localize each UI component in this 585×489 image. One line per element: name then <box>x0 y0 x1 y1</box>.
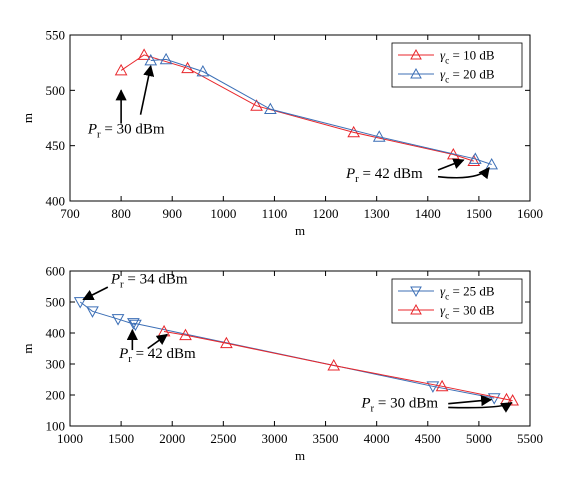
data-point <box>144 53 158 66</box>
data-point <box>127 318 140 330</box>
x-tick-label: 1500 <box>108 431 134 446</box>
y-axis-label: m <box>20 343 35 353</box>
data-point <box>264 102 277 115</box>
annotation-label: Pr = 30 dBm <box>360 395 438 414</box>
x-tick-label: 800 <box>111 206 131 221</box>
annotation-arrow <box>448 395 493 407</box>
legend-entry: γc = 20 dB <box>440 67 495 86</box>
data-point <box>372 130 386 142</box>
x-tick-label: 700 <box>60 206 80 221</box>
x-tick-label: 1000 <box>210 206 236 221</box>
x-axis-label: m <box>295 448 305 463</box>
data-point <box>435 379 449 392</box>
legend-swatch-marker <box>410 48 422 60</box>
annotation-label: Pr = 30 dBm <box>87 121 165 140</box>
data-point <box>129 319 142 332</box>
legend-swatch-marker <box>410 67 422 79</box>
data-point <box>347 125 361 138</box>
annotation-3: Pr = 30 dBm <box>360 395 513 414</box>
annotation-label: Pr = 42 dBm <box>118 346 196 365</box>
data-point <box>137 48 151 60</box>
x-tick-label: 1200 <box>313 206 339 221</box>
data-point <box>220 336 233 349</box>
x-tick-label: 1300 <box>364 206 390 221</box>
x-tick-label: 5000 <box>466 431 492 446</box>
data-point <box>426 381 440 393</box>
data-point <box>327 359 341 371</box>
legend-box <box>391 42 523 88</box>
x-tick-label: 1500 <box>466 206 492 221</box>
y-tick-label: 600 <box>46 264 66 279</box>
series-2 <box>144 52 499 170</box>
y-tick-label: 300 <box>46 357 66 372</box>
data-point <box>159 52 173 65</box>
y-tick-label: 400 <box>46 326 66 341</box>
data-point <box>196 64 210 77</box>
annotation-arrow <box>437 158 465 171</box>
x-tick-label: 4000 <box>364 431 390 446</box>
data-point <box>487 393 501 405</box>
annotation-label: Pr = 34 dBm <box>110 271 188 290</box>
chart-bottom: 1000 1500 2000 2500 3000 3500 4000 4500 5000 5500… <box>20 264 543 464</box>
annotation-arrow <box>448 402 513 413</box>
annotation-label: Pr = 42 dBm <box>345 166 423 185</box>
x-tick-label: 1600 <box>517 206 543 221</box>
legend-swatch-marker <box>410 286 422 298</box>
y-tick-label: 100 <box>46 419 66 434</box>
legend-swatch-marker <box>410 303 422 315</box>
x-tick-label: 900 <box>162 206 182 221</box>
x-tick-label: 2000 <box>159 431 185 446</box>
y-axis-label: m <box>20 113 35 123</box>
annotation-arrow <box>437 166 490 180</box>
y-tick-label: 450 <box>46 138 66 153</box>
annotation-2: Pr = 42 dBm <box>118 328 196 365</box>
x-tick-label: 1400 <box>415 206 441 221</box>
annotation-1: Pr = 34 dBm <box>82 271 188 301</box>
series-line <box>150 58 492 165</box>
data-point <box>179 328 192 341</box>
y-tick-label: 400 <box>46 194 66 209</box>
data-point <box>157 324 171 337</box>
annotation-arrow <box>82 286 109 301</box>
data-point <box>73 297 87 309</box>
annotation-2: Pr = 42 dBm <box>345 158 490 185</box>
annotation-arrow <box>147 333 169 350</box>
x-tick-label: 4500 <box>415 431 441 446</box>
data-point <box>114 63 128 76</box>
legend-entry: γc = 30 dB <box>440 303 495 322</box>
x-tick-label: 5500 <box>517 431 543 446</box>
axes-box <box>69 34 531 202</box>
x-tick-label: 1000 <box>57 431 83 446</box>
y-tick-label: 500 <box>46 295 66 310</box>
data-point <box>86 306 99 318</box>
series-line <box>163 330 513 402</box>
legend-box <box>391 278 523 324</box>
series-1 <box>114 48 481 167</box>
data-point <box>506 394 519 406</box>
legend-entry: γc = 10 dB <box>440 48 495 67</box>
chart-top: 700 800 900 1000 1100 1200 1300 1400 1500 1600 400… <box>20 28 543 239</box>
annotation-1: Pr = 30 dBm <box>87 64 165 140</box>
data-point <box>468 152 482 164</box>
data-point <box>111 314 125 326</box>
x-tick-label: 2500 <box>210 431 236 446</box>
series-2 <box>157 324 519 406</box>
y-tick-label: 500 <box>46 83 66 98</box>
x-tick-label: 3000 <box>261 431 287 446</box>
y-tick-label: 200 <box>46 388 66 403</box>
series-1 <box>73 297 501 405</box>
x-axis-label: m <box>295 223 305 238</box>
x-tick-label: 3500 <box>313 431 339 446</box>
annotation-arrow <box>139 64 155 115</box>
axes-box <box>69 270 531 427</box>
y-tick-label: 550 <box>46 28 66 43</box>
data-point <box>250 99 263 111</box>
x-tick-label: 1100 <box>262 206 288 221</box>
data-point <box>485 157 499 170</box>
series-line <box>120 54 474 162</box>
legend-entry: γc = 25 dB <box>440 284 495 303</box>
